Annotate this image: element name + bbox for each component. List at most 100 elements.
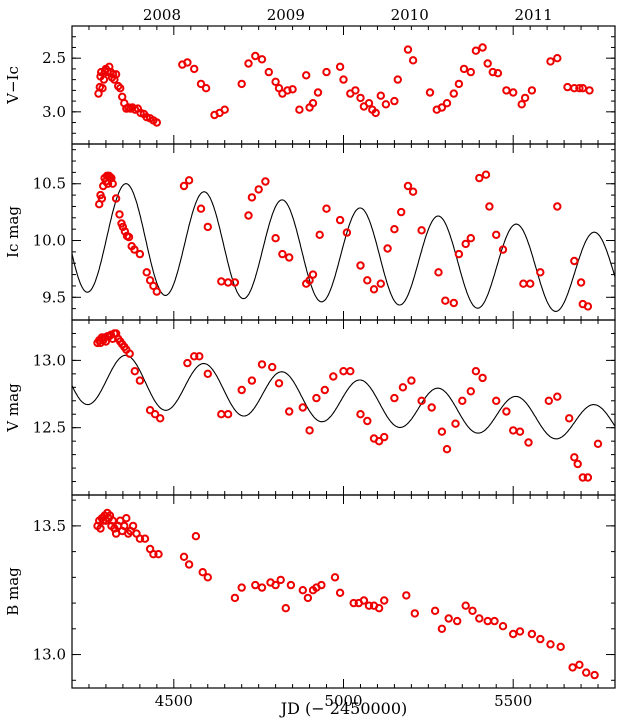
data-point: [492, 396, 501, 405]
data-point: [298, 403, 307, 412]
data-point: [430, 606, 440, 615]
data-point: [466, 234, 475, 243]
data-point: [536, 268, 545, 277]
data-point: [203, 369, 213, 378]
y-tick-label: 9.5: [42, 288, 66, 306]
data-point: [184, 560, 194, 569]
data-point: [122, 514, 131, 523]
data-point: [475, 173, 484, 183]
data-point: [251, 580, 260, 590]
data-point: [509, 426, 518, 435]
data-point: [575, 660, 584, 669]
data-point: [434, 268, 443, 277]
data-point: [570, 84, 579, 93]
data-point: [390, 225, 399, 234]
data-point: [481, 170, 491, 179]
data-point: [135, 376, 145, 385]
data-point: [201, 84, 211, 93]
data-point: [468, 606, 477, 615]
data-point: [198, 568, 207, 577]
data-point: [575, 84, 584, 93]
data-point: [261, 177, 270, 186]
data-point: [578, 473, 587, 482]
y-tick-label: 3.0: [42, 103, 66, 121]
data-point: [478, 43, 487, 52]
data-point: [553, 392, 562, 401]
data-point: [483, 59, 492, 68]
data-point: [461, 601, 470, 610]
data-point: [271, 234, 280, 243]
data-point: [471, 367, 481, 376]
data-point: [125, 349, 134, 358]
data-point: [111, 70, 121, 79]
data-point: [437, 427, 447, 436]
data-point: [298, 586, 307, 595]
y-axis-label: Ic mag: [4, 206, 22, 258]
data-point: [317, 580, 326, 590]
data-point: [312, 393, 321, 403]
data-point: [115, 210, 124, 219]
data-point: [520, 93, 530, 103]
data-point: [498, 245, 508, 254]
data-point: [322, 67, 331, 77]
data-point: [257, 55, 267, 64]
data-point: [98, 84, 107, 93]
data-point: [99, 75, 109, 84]
data-point: [244, 211, 253, 220]
data-point: [490, 616, 499, 626]
data-point: [184, 176, 194, 185]
data-point: [196, 204, 206, 213]
data-point: [444, 614, 453, 623]
data-point: [135, 534, 145, 543]
data-point: [135, 249, 145, 259]
data-point: [196, 79, 206, 89]
data-point: [449, 89, 458, 98]
data-point: [502, 407, 511, 416]
data-point: [220, 105, 229, 114]
data-point: [408, 187, 418, 196]
data-point: [475, 614, 484, 623]
data-point: [257, 360, 267, 369]
data-point: [356, 93, 365, 103]
data-point: [466, 67, 475, 77]
data-point: [449, 298, 458, 308]
data-point: [302, 71, 311, 80]
data-point: [339, 367, 348, 376]
data-point: [403, 181, 413, 191]
data-point: [150, 410, 160, 419]
data-point: [565, 414, 574, 423]
y-tick-label: 10.5: [33, 175, 66, 193]
data-point: [247, 193, 257, 202]
x-tick-label: 4500: [155, 692, 193, 710]
data-point: [515, 427, 525, 436]
data-point: [308, 99, 318, 108]
data-point: [524, 438, 533, 447]
data-point: [313, 88, 323, 97]
data-point: [359, 596, 369, 605]
data-point: [381, 100, 391, 109]
data-point: [527, 86, 537, 95]
data-point: [351, 86, 360, 95]
data-point: [364, 601, 374, 610]
data-point: [573, 459, 582, 469]
data-point: [230, 278, 240, 287]
data-point: [268, 362, 277, 372]
data-point: [458, 396, 467, 405]
data-point: [570, 453, 579, 462]
data-point: [108, 179, 117, 188]
model-curve: [72, 354, 615, 440]
data-point: [369, 285, 379, 294]
data-point: [271, 580, 280, 590]
data-point: [553, 54, 562, 63]
data-point: [217, 277, 226, 286]
y-axis-label: V mag: [4, 383, 22, 433]
data-point: [453, 616, 462, 626]
data-point: [380, 596, 389, 605]
data-point: [485, 202, 494, 211]
data-point: [546, 640, 555, 649]
data-point: [288, 85, 297, 94]
panel-3: 12.5 13.0 V mag: [4, 319, 616, 496]
data-point: [183, 358, 192, 368]
data-point: [191, 532, 201, 541]
year-label: 2010: [391, 6, 429, 24]
